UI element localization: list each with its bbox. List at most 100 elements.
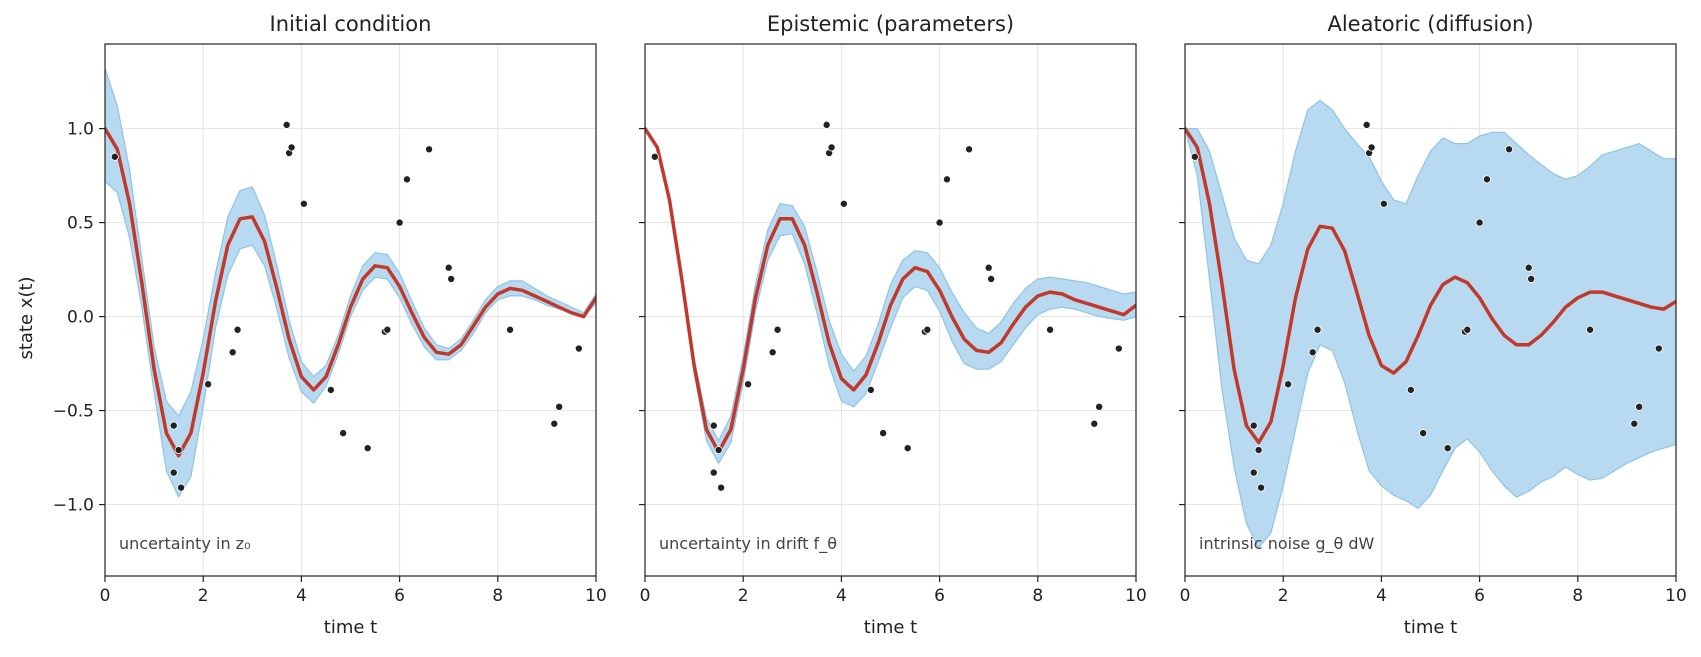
x-tick-label: 4 xyxy=(296,586,307,606)
observation-point xyxy=(935,218,944,227)
observation-point xyxy=(444,263,453,272)
chart-title: Aleatoric (diffusion) xyxy=(1327,12,1533,36)
x-axis-label: time t xyxy=(324,617,377,638)
mean-trajectory-line xyxy=(645,126,1136,454)
observation-point xyxy=(822,120,831,129)
observation-point xyxy=(1254,446,1263,455)
observation-point xyxy=(1524,263,1533,272)
x-axis-label: time t xyxy=(864,617,917,638)
x-tick-label: 0 xyxy=(640,586,651,606)
x-tick-label: 6 xyxy=(394,586,405,606)
y-tick-label: 1.0 xyxy=(67,120,94,140)
x-tick-label: 0 xyxy=(1180,586,1191,606)
x-tick-label: 2 xyxy=(198,586,209,606)
observation-point xyxy=(1190,152,1199,161)
y-tick-label: 0.0 xyxy=(67,308,94,328)
observation-point xyxy=(984,263,993,272)
y-tick-label: −0.5 xyxy=(53,402,94,422)
observation-point xyxy=(402,175,411,184)
observation-point xyxy=(1463,325,1472,334)
observation-point xyxy=(1443,444,1452,453)
observation-point xyxy=(555,402,564,411)
plot-frame xyxy=(644,43,1137,577)
observation-point xyxy=(744,380,753,389)
observation-point xyxy=(228,348,237,357)
plot-area xyxy=(1185,99,1676,549)
mean-trajectory-line xyxy=(105,126,596,458)
observation-point xyxy=(204,380,213,389)
observation-point xyxy=(1249,468,1258,477)
chart-title: Epistemic (parameters) xyxy=(767,12,1014,36)
observation-point xyxy=(1505,145,1514,154)
x-tick-label: 8 xyxy=(1032,586,1043,606)
observation-point xyxy=(1114,344,1123,353)
uncertainty-band xyxy=(645,128,1136,465)
observation-point xyxy=(174,446,183,455)
observation-point xyxy=(395,218,404,227)
observation-point xyxy=(1095,402,1104,411)
x-tick-label: 10 xyxy=(1665,586,1687,606)
x-tick-label: 10 xyxy=(585,586,607,606)
observation-point xyxy=(1090,419,1099,428)
x-tick-label: 2 xyxy=(1278,586,1289,606)
plot-frame xyxy=(1184,43,1677,577)
x-tick-label: 8 xyxy=(492,586,503,606)
x-tick-label: 8 xyxy=(1572,586,1583,606)
observation-point xyxy=(425,145,434,154)
observation-point xyxy=(827,143,836,152)
observation-point xyxy=(1367,143,1376,152)
observation-point xyxy=(1635,402,1644,411)
observation-point xyxy=(110,152,119,161)
observation-point xyxy=(1482,175,1491,184)
observation-point xyxy=(965,145,974,154)
observation-point xyxy=(768,348,777,357)
observation-point xyxy=(1308,348,1317,357)
observation-point xyxy=(839,199,848,208)
x-tick-label: 2 xyxy=(738,586,749,606)
chart-panel-2: 0 2 4 6 8 10 Epistemic (parameters) time t uncer… xyxy=(639,12,1147,638)
observation-point xyxy=(1257,483,1266,492)
plot-area xyxy=(645,120,1136,492)
y-axis-label: state x(t) xyxy=(16,276,37,359)
observation-point xyxy=(866,385,875,394)
x-tick-label: 4 xyxy=(836,586,847,606)
panel-annotation: uncertainty in drift f_θ xyxy=(659,534,837,554)
observation-point xyxy=(506,325,515,334)
chart-panel-3: 0 2 4 6 8 10 Aleatoric (diffusion) time t intrin… xyxy=(1179,12,1687,638)
observation-point xyxy=(1313,325,1322,334)
observation-point xyxy=(287,143,296,152)
observation-point xyxy=(383,325,392,334)
observation-point xyxy=(169,421,178,430)
observation-point xyxy=(574,344,583,353)
observation-point xyxy=(447,274,456,283)
observation-point xyxy=(717,483,726,492)
observation-point xyxy=(233,325,242,334)
observation-point xyxy=(169,468,178,477)
observation-point xyxy=(1284,380,1293,389)
observation-point xyxy=(326,385,335,394)
observation-point xyxy=(923,325,932,334)
plot-area xyxy=(105,68,596,499)
observation-point xyxy=(282,120,291,129)
observation-point xyxy=(1475,218,1484,227)
observation-point xyxy=(942,175,951,184)
y-tick-label: 0.5 xyxy=(67,214,94,234)
observation-point xyxy=(339,429,348,438)
mean-trajectory-line xyxy=(1185,126,1676,445)
panel-annotation: intrinsic noise g_θ dW xyxy=(1199,534,1375,554)
uncertainty-band xyxy=(1185,99,1676,549)
observation-point xyxy=(1630,419,1639,428)
observation-point xyxy=(1046,325,1055,334)
observation-point xyxy=(709,468,718,477)
panel-annotation: uncertainty in z₀ xyxy=(119,534,250,553)
uncertainty-band xyxy=(105,68,596,499)
observation-point xyxy=(1362,120,1371,129)
observation-point xyxy=(879,429,888,438)
observation-point xyxy=(1379,199,1388,208)
plot-frame xyxy=(104,43,597,577)
observation-point xyxy=(1419,429,1428,438)
x-tick-label: 4 xyxy=(1376,586,1387,606)
observation-point xyxy=(773,325,782,334)
chart-panel-1: 0 2 4 6 8 10 −1.0 −0.5 0.0 0.5 1.0 Initial conditio… xyxy=(53,12,607,638)
